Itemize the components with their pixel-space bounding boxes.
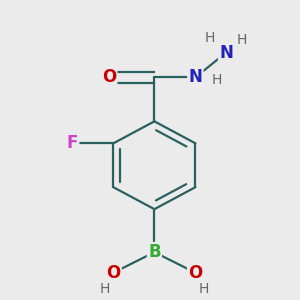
Text: O: O (106, 264, 121, 282)
Text: B: B (148, 243, 161, 261)
Text: H: H (205, 31, 215, 45)
Text: F: F (67, 134, 78, 152)
Text: H: H (211, 73, 222, 87)
Text: N: N (219, 44, 233, 62)
Text: H: H (237, 33, 247, 47)
Text: H: H (99, 282, 110, 296)
Text: H: H (199, 282, 209, 296)
Text: O: O (188, 264, 203, 282)
Text: O: O (102, 68, 116, 86)
Text: N: N (188, 68, 202, 86)
